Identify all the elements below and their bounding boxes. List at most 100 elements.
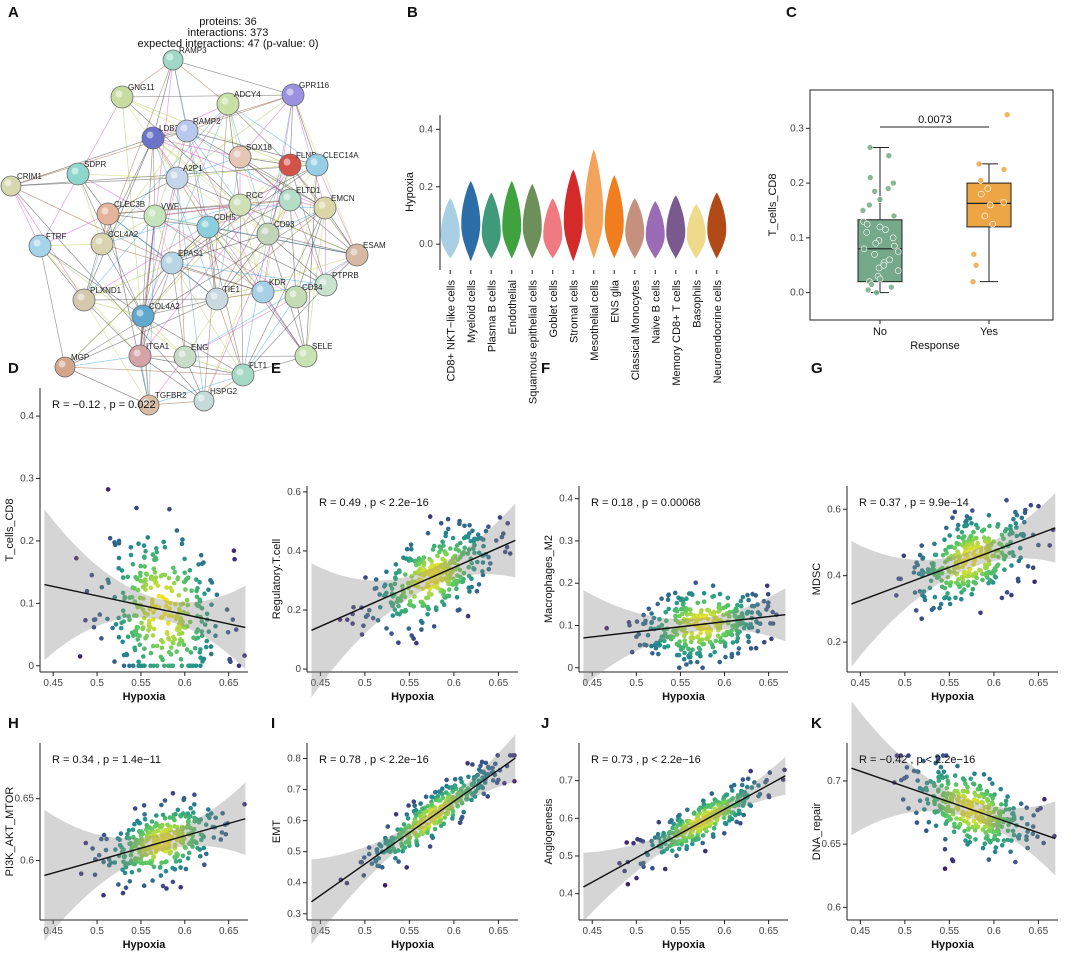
data-point [906,806,911,811]
data-point [1038,806,1043,811]
data-point [952,773,958,778]
data-point [697,647,703,652]
data-point [413,812,419,817]
data-point [454,586,459,592]
data-point [710,583,716,588]
scatter-panel-J: 0.45 0.5 0.55 0.6 0.650.40.50.60.7HypoxiaAng… [543,743,788,951]
data-point [426,823,432,828]
data-point [722,632,728,638]
data-point [132,821,137,827]
network-edge [39,245,186,358]
data-point [768,621,773,626]
data-point [133,574,138,580]
data-point [995,837,1000,843]
network-edge [172,59,209,228]
data-point [972,771,977,777]
data-point [748,768,753,774]
data-point [120,867,125,872]
data-point [966,549,971,554]
data-point [372,586,378,591]
data-point [736,646,742,651]
data-point [214,592,220,598]
data-point [912,565,917,570]
data-point [476,778,482,784]
data-point [207,815,212,821]
data-point [478,763,483,769]
data-point [965,583,971,588]
data-point [746,597,751,603]
x-tick-label: 0.45 [851,926,871,937]
data-point [182,570,187,575]
data-point [1028,502,1034,508]
data-point [120,890,126,896]
data-point [656,836,662,841]
data-point [965,833,970,838]
data-point [170,663,176,669]
data-point [898,576,903,582]
data-point [754,620,760,625]
data-point [361,873,367,878]
y-tick-label: 0 [28,661,34,672]
network-stat: interactions: 373 [188,27,269,39]
data-point [428,810,433,816]
x-tick-label: 0.6 [718,678,732,689]
data-point [677,838,682,844]
network-edge [207,199,291,228]
data-point [925,801,931,806]
network-edge [292,94,358,256]
data-point [968,534,973,539]
data-point [405,580,411,586]
y-tick-label: 0.1 [790,233,804,244]
data-point [144,572,149,577]
x-tick-label: ENS glia [609,279,621,323]
data-point [475,559,480,565]
data-point [961,793,966,799]
network-node-highlight [148,209,156,217]
data-point [701,615,707,620]
data-point [167,815,173,820]
network-edge [64,366,244,376]
data-point [165,822,170,828]
data-point [950,811,956,817]
x-tick-label: 0.55 [940,926,960,937]
data-point [446,565,451,570]
regression-line [311,757,516,903]
data-point [161,539,166,545]
data-point [690,838,696,843]
network-node-label: A2P1 [183,164,203,173]
data-point [725,595,731,601]
data-point [200,659,205,664]
data-point [955,527,960,532]
network-edge [262,291,307,357]
data-point [965,798,971,803]
data-point [167,606,172,611]
data-point [192,802,197,807]
data-point [458,540,463,546]
data-point [176,593,182,598]
network-edge [216,233,269,300]
data-point [1041,840,1046,846]
data-point [446,587,452,592]
data-point [987,776,992,782]
data-point [154,549,160,555]
data-point [748,622,753,627]
data-point [389,631,394,636]
data-point [863,229,870,236]
data-point [1010,828,1016,834]
data-point [651,615,657,621]
data-point [224,607,230,612]
data-point [1011,806,1016,811]
data-point [1047,543,1052,548]
data-point [947,533,952,538]
data-point [690,647,695,652]
data-point [158,615,164,621]
data-point [712,649,717,655]
x-tick-label: Memory CD8+ T cells [671,280,683,386]
data-point [117,843,123,848]
data-point [143,636,148,641]
network-edge [83,299,150,406]
data-point [946,544,952,550]
y-axis-label: T_cells_CD8 [767,174,779,237]
correlation-stat: R = 0.73 , p < 2.2e−16 [591,754,701,766]
